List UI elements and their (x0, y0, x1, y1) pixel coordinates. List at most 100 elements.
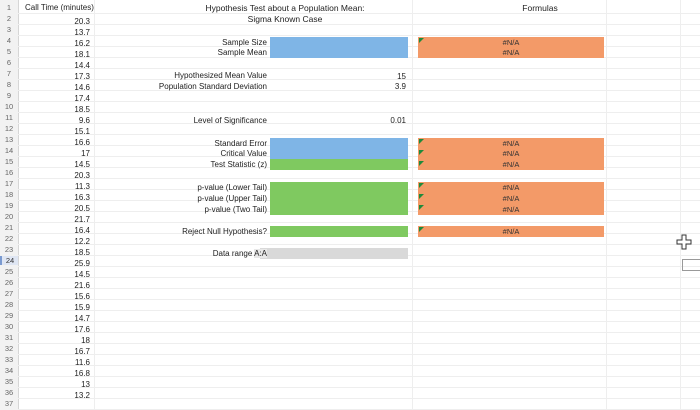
call-time-cell[interactable]: 14.5 (74, 270, 90, 279)
call-time-cell[interactable]: 18.1 (74, 50, 90, 59)
reject-formula-band[interactable] (418, 226, 604, 237)
row-number[interactable]: 1 (6, 3, 12, 12)
data-range-label[interactable]: Data range (212, 249, 253, 258)
call-time-cell[interactable]: 17.3 (74, 72, 90, 81)
row-number[interactable]: 35 (4, 377, 14, 386)
row-number[interactable]: 27 (4, 289, 14, 298)
row-number[interactable]: 16 (4, 168, 14, 177)
formulas-header[interactable]: Formulas (522, 3, 558, 13)
call-time-cell[interactable]: 17 (81, 149, 90, 158)
std-error-formula[interactable]: #N/A (502, 139, 520, 148)
row-number[interactable]: 5 (6, 47, 12, 56)
call-time-cell[interactable]: 14.5 (74, 160, 90, 169)
sample-mean-formula[interactable]: #N/A (502, 48, 520, 57)
call-time-cell[interactable]: 14.7 (74, 314, 90, 323)
row-number[interactable]: 31 (4, 333, 14, 342)
reject-label[interactable]: Reject Null Hypothesis? (182, 227, 267, 236)
call-time-cell[interactable]: 17.6 (74, 325, 90, 334)
row-number[interactable]: 10 (4, 102, 14, 111)
row-number[interactable]: 7 (6, 69, 12, 78)
call-time-cell[interactable]: 13.7 (74, 28, 90, 37)
call-time-cell[interactable]: 18 (81, 336, 90, 345)
reject-formula[interactable]: #N/A (502, 227, 520, 236)
call-time-cell[interactable]: 18.5 (74, 105, 90, 114)
row-number[interactable]: 17 (4, 179, 14, 188)
significance-label[interactable]: Level of Significance (193, 116, 267, 125)
stat-formula-band[interactable] (418, 138, 604, 170)
call-time-cell[interactable]: 16.3 (74, 193, 90, 202)
call-time-cell[interactable]: 16.7 (74, 347, 90, 356)
row-number[interactable]: 9 (6, 91, 12, 100)
row-number[interactable]: 14 (4, 146, 14, 155)
test-stat-label[interactable]: Test Statistic (z) (210, 160, 267, 169)
sample-formula-band[interactable] (418, 37, 604, 58)
sample-input-band[interactable] (270, 37, 408, 58)
hyp-mean-value[interactable]: 15 (397, 72, 406, 81)
p-upper-formula[interactable]: #N/A (502, 194, 520, 203)
row-number[interactable]: 18 (4, 190, 14, 199)
p-two-label[interactable]: p-value (Two Tail) (204, 205, 267, 214)
call-time-cell[interactable]: 21.7 (74, 215, 90, 224)
p-lower-formula[interactable]: #N/A (502, 183, 520, 192)
call-time-cell[interactable]: 11.3 (75, 182, 90, 191)
call-time-header[interactable]: Call Time (minutes) (25, 3, 94, 12)
test-stat-formula[interactable]: #N/A (502, 160, 520, 169)
row-number[interactable]: 29 (4, 311, 14, 320)
row-number[interactable]: 32 (4, 344, 14, 353)
pvalue-band[interactable] (270, 182, 408, 215)
row-number[interactable]: 30 (4, 322, 14, 331)
row-number[interactable]: 28 (4, 300, 14, 309)
row-number[interactable]: 36 (4, 388, 14, 397)
test-stat-band[interactable] (270, 159, 408, 170)
call-time-cell[interactable]: 20.5 (74, 204, 90, 213)
reject-band[interactable] (270, 226, 408, 237)
row-number[interactable]: 13 (4, 135, 14, 144)
call-time-cell[interactable]: 16.4 (74, 226, 90, 235)
std-error-label[interactable]: Standard Error (214, 139, 267, 148)
hyp-mean-label[interactable]: Hypothesized Mean Value (174, 71, 267, 80)
call-time-cell[interactable]: 15.1 (74, 127, 90, 136)
call-time-cell[interactable]: 16.6 (74, 138, 90, 147)
call-time-cell[interactable]: 12.2 (74, 237, 90, 246)
call-time-cell[interactable]: 11.6 (75, 358, 90, 367)
row-number[interactable]: 24 (0, 256, 18, 265)
sample-mean-label[interactable]: Sample Mean (217, 48, 267, 57)
call-time-cell[interactable]: 15.9 (74, 303, 90, 312)
partial-cell[interactable] (682, 259, 700, 271)
pvalue-formula-band[interactable] (418, 182, 604, 215)
row-number[interactable]: 15 (4, 157, 14, 166)
significance-value[interactable]: 0.01 (390, 116, 406, 125)
call-time-cell[interactable]: 13.2 (74, 391, 90, 400)
row-number[interactable]: 4 (6, 36, 12, 45)
row-number[interactable]: 25 (4, 267, 14, 276)
sample-size-label[interactable]: Sample Size (222, 38, 267, 47)
row-number[interactable]: 23 (4, 245, 14, 254)
call-time-cell[interactable]: 20.3 (74, 17, 90, 26)
call-time-cell[interactable]: 17.4 (74, 94, 90, 103)
call-time-cell[interactable]: 25.9 (74, 259, 90, 268)
row-number[interactable]: 26 (4, 278, 14, 287)
row-number[interactable]: 12 (4, 124, 14, 133)
p-two-formula[interactable]: #N/A (502, 205, 520, 214)
critical-value-label[interactable]: Critical Value (220, 149, 267, 158)
row-number[interactable]: 34 (4, 366, 14, 375)
row-number[interactable]: 22 (4, 234, 14, 243)
call-time-cell[interactable]: 16.8 (74, 369, 90, 378)
row-number[interactable]: 3 (6, 25, 12, 34)
call-time-cell[interactable]: 15.6 (74, 292, 90, 301)
critical-value-formula[interactable]: #N/A (502, 149, 520, 158)
call-time-cell[interactable]: 16.2 (74, 39, 90, 48)
title-line2[interactable]: Sigma Known Case (247, 14, 323, 24)
call-time-cell[interactable]: 21.6 (74, 281, 90, 290)
title-line1[interactable]: Hypothesis Test about a Population Mean: (205, 3, 365, 13)
row-number[interactable]: 21 (4, 223, 14, 232)
call-time-cell[interactable]: 9.6 (78, 116, 90, 125)
p-lower-label[interactable]: p-value (Lower Tail) (197, 183, 267, 192)
row-number[interactable]: 37 (4, 399, 14, 408)
data-range-value[interactable]: A:A (254, 249, 267, 258)
row-number[interactable]: 11 (5, 113, 13, 122)
row-number[interactable]: 8 (6, 80, 12, 89)
p-upper-label[interactable]: p-value (Upper Tail) (197, 194, 267, 203)
row-number[interactable]: 33 (4, 355, 14, 364)
sample-size-formula[interactable]: #N/A (502, 38, 520, 47)
